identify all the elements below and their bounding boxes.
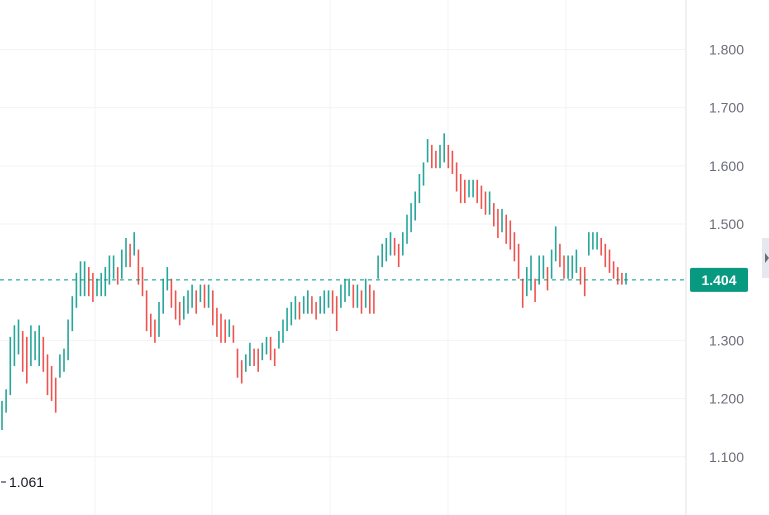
low-marker: 1.061 [1,474,44,490]
last-price-badge: 1.404 [690,267,748,292]
price-tick-label: 1.100 [709,449,744,465]
last-price-label: 1.404 [701,272,736,288]
ohlc-series [1,133,627,430]
chart-grid [0,0,686,515]
price-tick-label: 1.500 [709,216,744,232]
collapse-arrow-icon[interactable] [765,253,769,263]
price-tick-label: 1.200 [709,391,744,407]
price-tick-label: 1.700 [709,100,744,116]
price-axis[interactable]: 1.800 1.700 1.600 1.500 1.300 1.200 1.100 [709,41,744,464]
price-tick-label: 1.800 [709,41,744,57]
scale-handle[interactable] [762,238,769,278]
price-tick-label: 1.300 [709,332,744,348]
price-tick-label: 1.600 [709,158,744,174]
low-price-label: 1.061 [9,474,44,490]
